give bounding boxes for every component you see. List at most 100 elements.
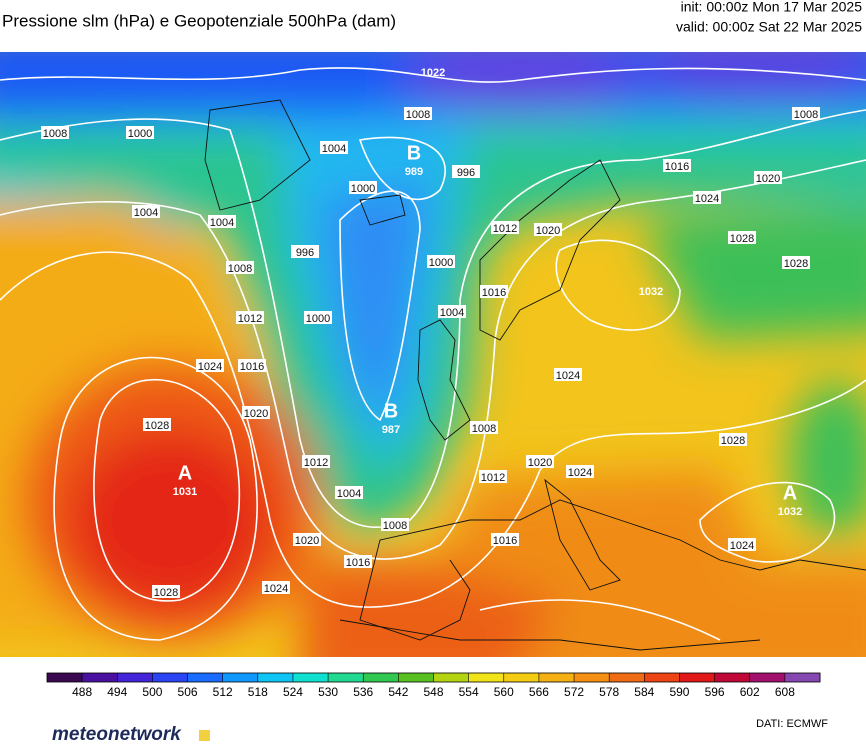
isobar-label-box	[293, 533, 321, 546]
isobar-label: 1020	[528, 457, 552, 469]
isobars	[0, 67, 866, 641]
isobar-label-box	[491, 533, 519, 546]
isobar-label: 1020	[536, 225, 560, 237]
colorbar-tick-label: 584	[634, 685, 654, 699]
center-value: 1031	[173, 486, 197, 498]
isobar-label: 1020	[756, 173, 780, 185]
colorbar-cell	[468, 673, 505, 682]
colorbar-cell	[784, 673, 821, 682]
colorbar-tick-label: 572	[564, 685, 584, 699]
colorbar-tick-label: 494	[107, 685, 127, 699]
colorbar-tick-label: 506	[178, 685, 198, 699]
isobar-label: 1012	[481, 472, 505, 484]
colorbar-cell	[503, 673, 540, 682]
colorbar-cell	[433, 673, 470, 682]
colorbar-tick-label: 602	[740, 685, 760, 699]
logo: meteonetwork	[52, 724, 182, 744]
isobar-label-box	[470, 421, 498, 434]
isobar-label-box	[534, 223, 562, 236]
colorbar-cell	[82, 673, 118, 682]
colorbar-cell	[679, 673, 716, 682]
isobar-label-box	[349, 181, 377, 194]
isobar-label-box	[304, 311, 332, 324]
center-value: 1032	[778, 506, 802, 518]
isobar-label: 1028	[145, 420, 169, 432]
isobar-label: 1020	[244, 408, 268, 420]
center-value: 987	[382, 424, 400, 436]
isobar-label: 1004	[337, 488, 361, 500]
isobar-label: 1016	[493, 535, 517, 547]
title: Pressione slm (hPa) e Geopotenziale 500h…	[2, 11, 396, 30]
center-letter: A	[783, 482, 797, 504]
colorbar-cell	[187, 673, 224, 682]
center-value: 989	[405, 166, 423, 178]
colorbar: 488 494 500 506 512 518 524 530 536 542 548 554 560 5…	[46, 672, 821, 699]
isobar-label: 1028	[721, 435, 745, 447]
colorbar-cell	[644, 673, 680, 682]
colorbar-tick-label: 518	[248, 685, 268, 699]
isobar-label: 1008	[228, 263, 252, 275]
map: 1008 1000 1004 1008 1000 996 1004 1004 996 1008 10…	[0, 52, 866, 657]
colorbar-cell	[328, 673, 364, 682]
isobar-label-box	[238, 359, 266, 372]
pressure-centers: B 989 B 987 A 1031 A 1032 1022 1032	[173, 67, 802, 518]
isobar-label: 1028	[784, 258, 808, 270]
isobar-labels: 1008 1000 1004 1008 1000 996 1004 1004 996 1008 10…	[41, 107, 820, 599]
isobar-label-box	[427, 255, 455, 268]
isobar-label-box	[226, 261, 254, 274]
isobar-label-box	[782, 256, 810, 269]
isobar-label-box	[452, 165, 480, 178]
isobar-label-box	[262, 581, 290, 594]
colorbar-tick-label: 560	[494, 685, 514, 699]
colorbar-cell	[292, 673, 329, 682]
center-letter: B	[407, 142, 421, 164]
isobar-label-box	[236, 311, 264, 324]
valid-time: valid: 00:00z Sat 22 Mar 2025	[676, 19, 862, 35]
isobar-label: 996	[296, 247, 314, 259]
colorbar-tick-label: 500	[142, 685, 162, 699]
isobar-label-box	[41, 126, 69, 139]
isobar-label-box	[554, 368, 582, 381]
colorbar-tick-label: 596	[705, 685, 725, 699]
isobar-label-box	[291, 245, 319, 258]
colorbar-tick-label: 554	[459, 685, 479, 699]
colorbar-cell	[749, 673, 786, 682]
isobar-label-box	[491, 221, 519, 234]
colorbar-cell	[257, 673, 294, 682]
colorbar-cell	[538, 673, 575, 682]
isobar-label: 1004	[440, 307, 464, 319]
colorbar-cell	[152, 673, 189, 682]
isobar-label-box	[792, 107, 820, 120]
colorbar-tick-label: 536	[353, 685, 373, 699]
isobar-label: 1004	[210, 217, 234, 229]
colorbar-tick-label: 488	[72, 685, 92, 699]
colorbar-cell	[363, 673, 399, 682]
center-letter: A	[178, 462, 192, 484]
isobar-label: 1016	[482, 287, 506, 299]
isobar-label-box	[381, 518, 409, 531]
isobar-label: 1012	[493, 223, 517, 235]
isobar-label-box	[479, 470, 507, 483]
colorbar-cell	[574, 673, 610, 682]
isobar-label-box	[480, 285, 508, 298]
isobar-label: 1008	[43, 128, 67, 140]
isobar-label-box	[728, 231, 756, 244]
colorbar-tick-label: 524	[283, 685, 303, 699]
colorbar-cell	[398, 673, 434, 682]
isobar-label: 996	[457, 167, 475, 179]
center-letter: B	[384, 400, 398, 422]
isobar-label-box	[404, 107, 432, 120]
isobar-label-box	[152, 585, 180, 598]
isobar-label: 1008	[406, 109, 430, 121]
isobar-label-box	[208, 215, 236, 228]
colorbar-cell	[609, 673, 645, 682]
colorbar-cell	[47, 673, 83, 682]
isobar-label: 1008	[794, 109, 818, 121]
isobar-label: 1024	[198, 361, 222, 373]
isobar-label: 1016	[240, 361, 264, 373]
isobar-label-box	[526, 455, 554, 468]
isobar-label: 1024	[730, 540, 754, 552]
isobar-label: 1012	[238, 313, 262, 325]
isobar-label-box	[302, 455, 330, 468]
